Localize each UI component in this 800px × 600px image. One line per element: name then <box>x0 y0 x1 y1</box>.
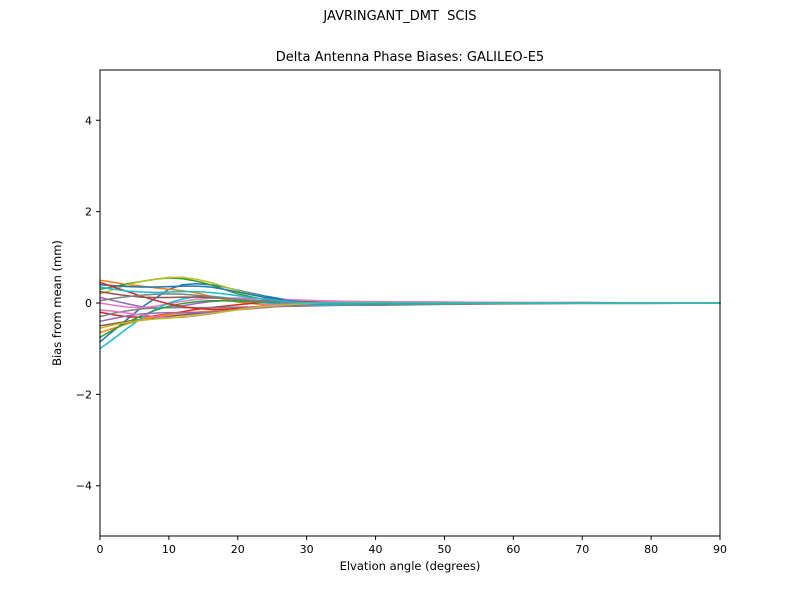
x-tick-label: 0 <box>97 543 104 556</box>
series-line <box>99 283 721 305</box>
series-line <box>99 299 721 339</box>
y-tick-label: −4 <box>76 480 92 493</box>
y-tick-label: 2 <box>85 206 92 219</box>
x-tick-label: 40 <box>369 543 383 556</box>
chart-subtitle: Delta Antenna Phase Biases: GALILEO-E5 <box>275 50 545 65</box>
x-tick-label: 50 <box>437 543 451 556</box>
x-tick-label: 30 <box>300 543 314 556</box>
x-tick-label: 20 <box>231 543 245 556</box>
series-line <box>99 302 721 318</box>
x-tick-label: 70 <box>575 543 589 556</box>
y-tick-label: 4 <box>85 114 92 127</box>
y-tick-label: 0 <box>85 297 92 310</box>
series-line <box>99 301 721 329</box>
series-line <box>99 301 721 327</box>
x-axis-label: Elvation angle (degrees) <box>339 559 481 573</box>
x-tick-label: 10 <box>162 543 176 556</box>
x-tick-label: 80 <box>644 543 658 556</box>
y-tick-label: −2 <box>76 388 92 401</box>
chart-title: JAVRINGANT_DMT SCIS <box>323 9 477 24</box>
x-tick-label: 60 <box>506 543 520 556</box>
series-line <box>99 286 721 304</box>
x-tick-label: 90 <box>713 543 727 556</box>
series-line <box>99 302 721 323</box>
